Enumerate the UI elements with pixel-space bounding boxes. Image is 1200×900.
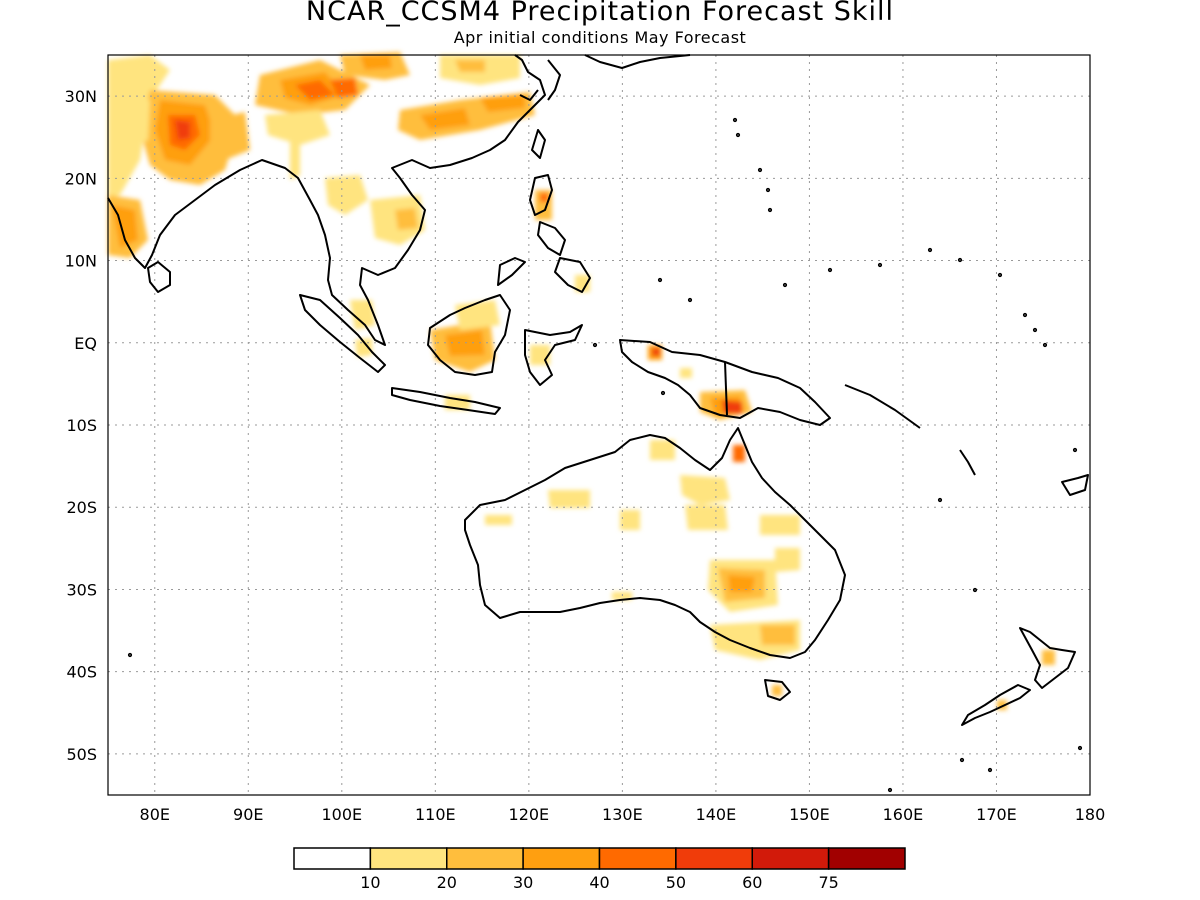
- colorbar-label: 50: [666, 873, 686, 892]
- lon-tick-label: 120E: [509, 805, 550, 824]
- lat-tick-label: EQ: [74, 334, 97, 353]
- lat-tick-label: 10S: [66, 416, 97, 435]
- lon-tick-label: 160E: [883, 805, 924, 824]
- colorbar: 10 20 30 40 50 60 75: [293, 847, 906, 892]
- colorbar-swatch: [446, 847, 524, 870]
- plot-title: NCAR_CCSM4 Precipitation Forecast Skill: [305, 0, 895, 27]
- colorbar-label: 60: [742, 873, 762, 892]
- lon-tick-label: 150E: [789, 805, 830, 824]
- lat-tick-label: 20N: [65, 169, 97, 188]
- lon-tick-label: 90E: [233, 805, 263, 824]
- lon-tick-label: 110E: [415, 805, 456, 824]
- plot-subtitle: Apr initial conditions May Forecast: [453, 28, 747, 47]
- colorbar-swatch: [675, 847, 753, 870]
- colorbar-swatch: [827, 847, 906, 870]
- colorbar-swatch: [293, 847, 372, 870]
- colorbar-label: 10: [360, 873, 380, 892]
- plot-frame: [107, 54, 1091, 796]
- lon-tick-label: 80E: [140, 805, 170, 824]
- lon-tick-label: 170E: [976, 805, 1017, 824]
- lon-tick-label: 140E: [696, 805, 737, 824]
- colorbar-swatch: [598, 847, 677, 870]
- lat-tick-label: 40S: [66, 663, 97, 682]
- lat-tick-label: 10N: [65, 252, 97, 271]
- coastlines: [107, 54, 1089, 726]
- lat-tick-label: 50S: [66, 745, 97, 764]
- lon-tick-label: 130E: [602, 805, 643, 824]
- colorbar-label: 20: [437, 873, 457, 892]
- colorbar-swatch: [751, 847, 830, 870]
- longitude-tick-labels: 80E 90E 100E 110E 120E 130E 140E 150E 160E 170E 18…: [140, 805, 1106, 824]
- colorbar-swatch: [369, 847, 448, 870]
- colorbar-label: 30: [513, 873, 533, 892]
- lon-tick-label: 180: [1075, 805, 1106, 824]
- small-islands: [127, 117, 1083, 793]
- lat-tick-label: 30S: [66, 580, 97, 599]
- latitude-tick-labels: 30N 20N 10N EQ 10S 20S 30S 40S 50S: [65, 87, 97, 764]
- lon-tick-label: 100E: [321, 805, 362, 824]
- lat-tick-label: 20S: [66, 498, 97, 517]
- colorbar-label: 75: [818, 873, 838, 892]
- colorbar-swatch: [522, 847, 601, 870]
- skill-shading: [108, 52, 1055, 710]
- lat-tick-label: 30N: [65, 87, 97, 106]
- grid-lines: [108, 55, 1091, 795]
- colorbar-label: 40: [589, 873, 609, 892]
